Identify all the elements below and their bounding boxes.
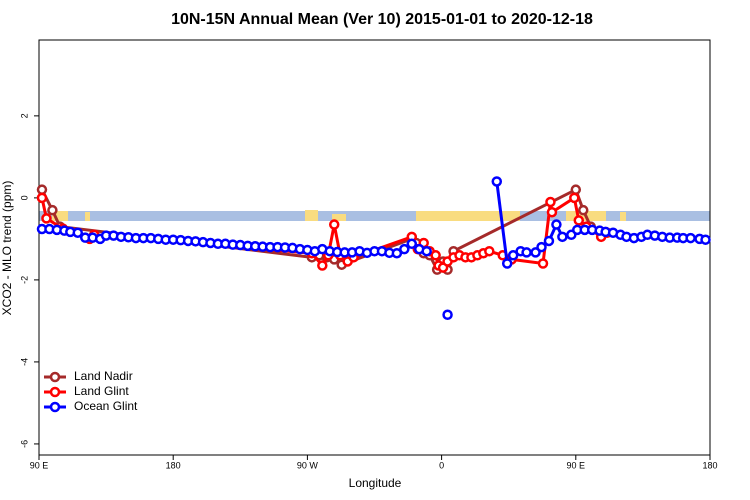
y-tick-label: -6	[19, 440, 29, 448]
legend-marker	[49, 386, 61, 398]
map-strip	[39, 210, 710, 221]
x-tick-label: 180	[702, 460, 717, 470]
point	[317, 260, 328, 271]
point	[557, 231, 568, 243]
point	[700, 234, 711, 245]
point	[569, 192, 580, 204]
x-tick-label: 90 W	[297, 460, 319, 470]
point	[537, 258, 549, 269]
y-tick-label: -4	[19, 358, 29, 366]
x-axis-label: Longitude	[349, 476, 402, 490]
point	[328, 219, 340, 230]
point	[484, 245, 495, 257]
land-strip	[416, 211, 520, 221]
point	[685, 232, 696, 244]
legend-label: Land Nadir	[74, 369, 133, 383]
point	[47, 204, 58, 216]
point	[421, 245, 432, 257]
point	[501, 258, 513, 269]
x-tick-label: 0	[439, 460, 444, 470]
land-strip	[305, 210, 318, 221]
point	[573, 215, 585, 226]
legend-label: Land Glint	[74, 384, 129, 398]
point	[521, 247, 532, 258]
land-strip	[52, 211, 68, 221]
point	[442, 309, 453, 321]
y-tick-label: 2	[19, 113, 29, 118]
point	[507, 250, 519, 261]
series	[36, 176, 711, 321]
point	[570, 184, 582, 195]
point	[406, 238, 418, 250]
point	[72, 227, 84, 238]
point	[551, 219, 562, 230]
point	[36, 192, 48, 204]
point	[491, 176, 503, 187]
point	[36, 184, 48, 195]
land-strip	[332, 214, 346, 221]
point	[578, 204, 589, 216]
land-strip	[85, 212, 90, 221]
point	[545, 196, 556, 208]
point	[546, 206, 558, 218]
x-tick-label: 180	[166, 460, 181, 470]
y-tick-label: 0	[19, 195, 29, 200]
point	[536, 241, 547, 253]
point	[391, 247, 403, 259]
point	[543, 235, 555, 247]
legend-label: Ocean Glint	[74, 399, 138, 413]
point	[430, 250, 441, 261]
legend-marker	[49, 401, 61, 413]
land-strip	[620, 212, 626, 221]
y-axis-label: XCO2 - MLO trend (ppm)	[0, 181, 14, 316]
point	[41, 213, 52, 224]
ocean-strip	[39, 211, 710, 221]
point	[399, 243, 410, 255]
chart-title: 10N-15N Annual Mean (Ver 10) 2015-01-01 …	[171, 11, 593, 28]
x-tick-label: 90 E	[30, 460, 49, 470]
plot-frame	[38, 39, 711, 456]
y-tick-label: -2	[19, 276, 29, 284]
x-tick-label: 90 E	[567, 460, 586, 470]
legend-marker	[49, 371, 61, 383]
